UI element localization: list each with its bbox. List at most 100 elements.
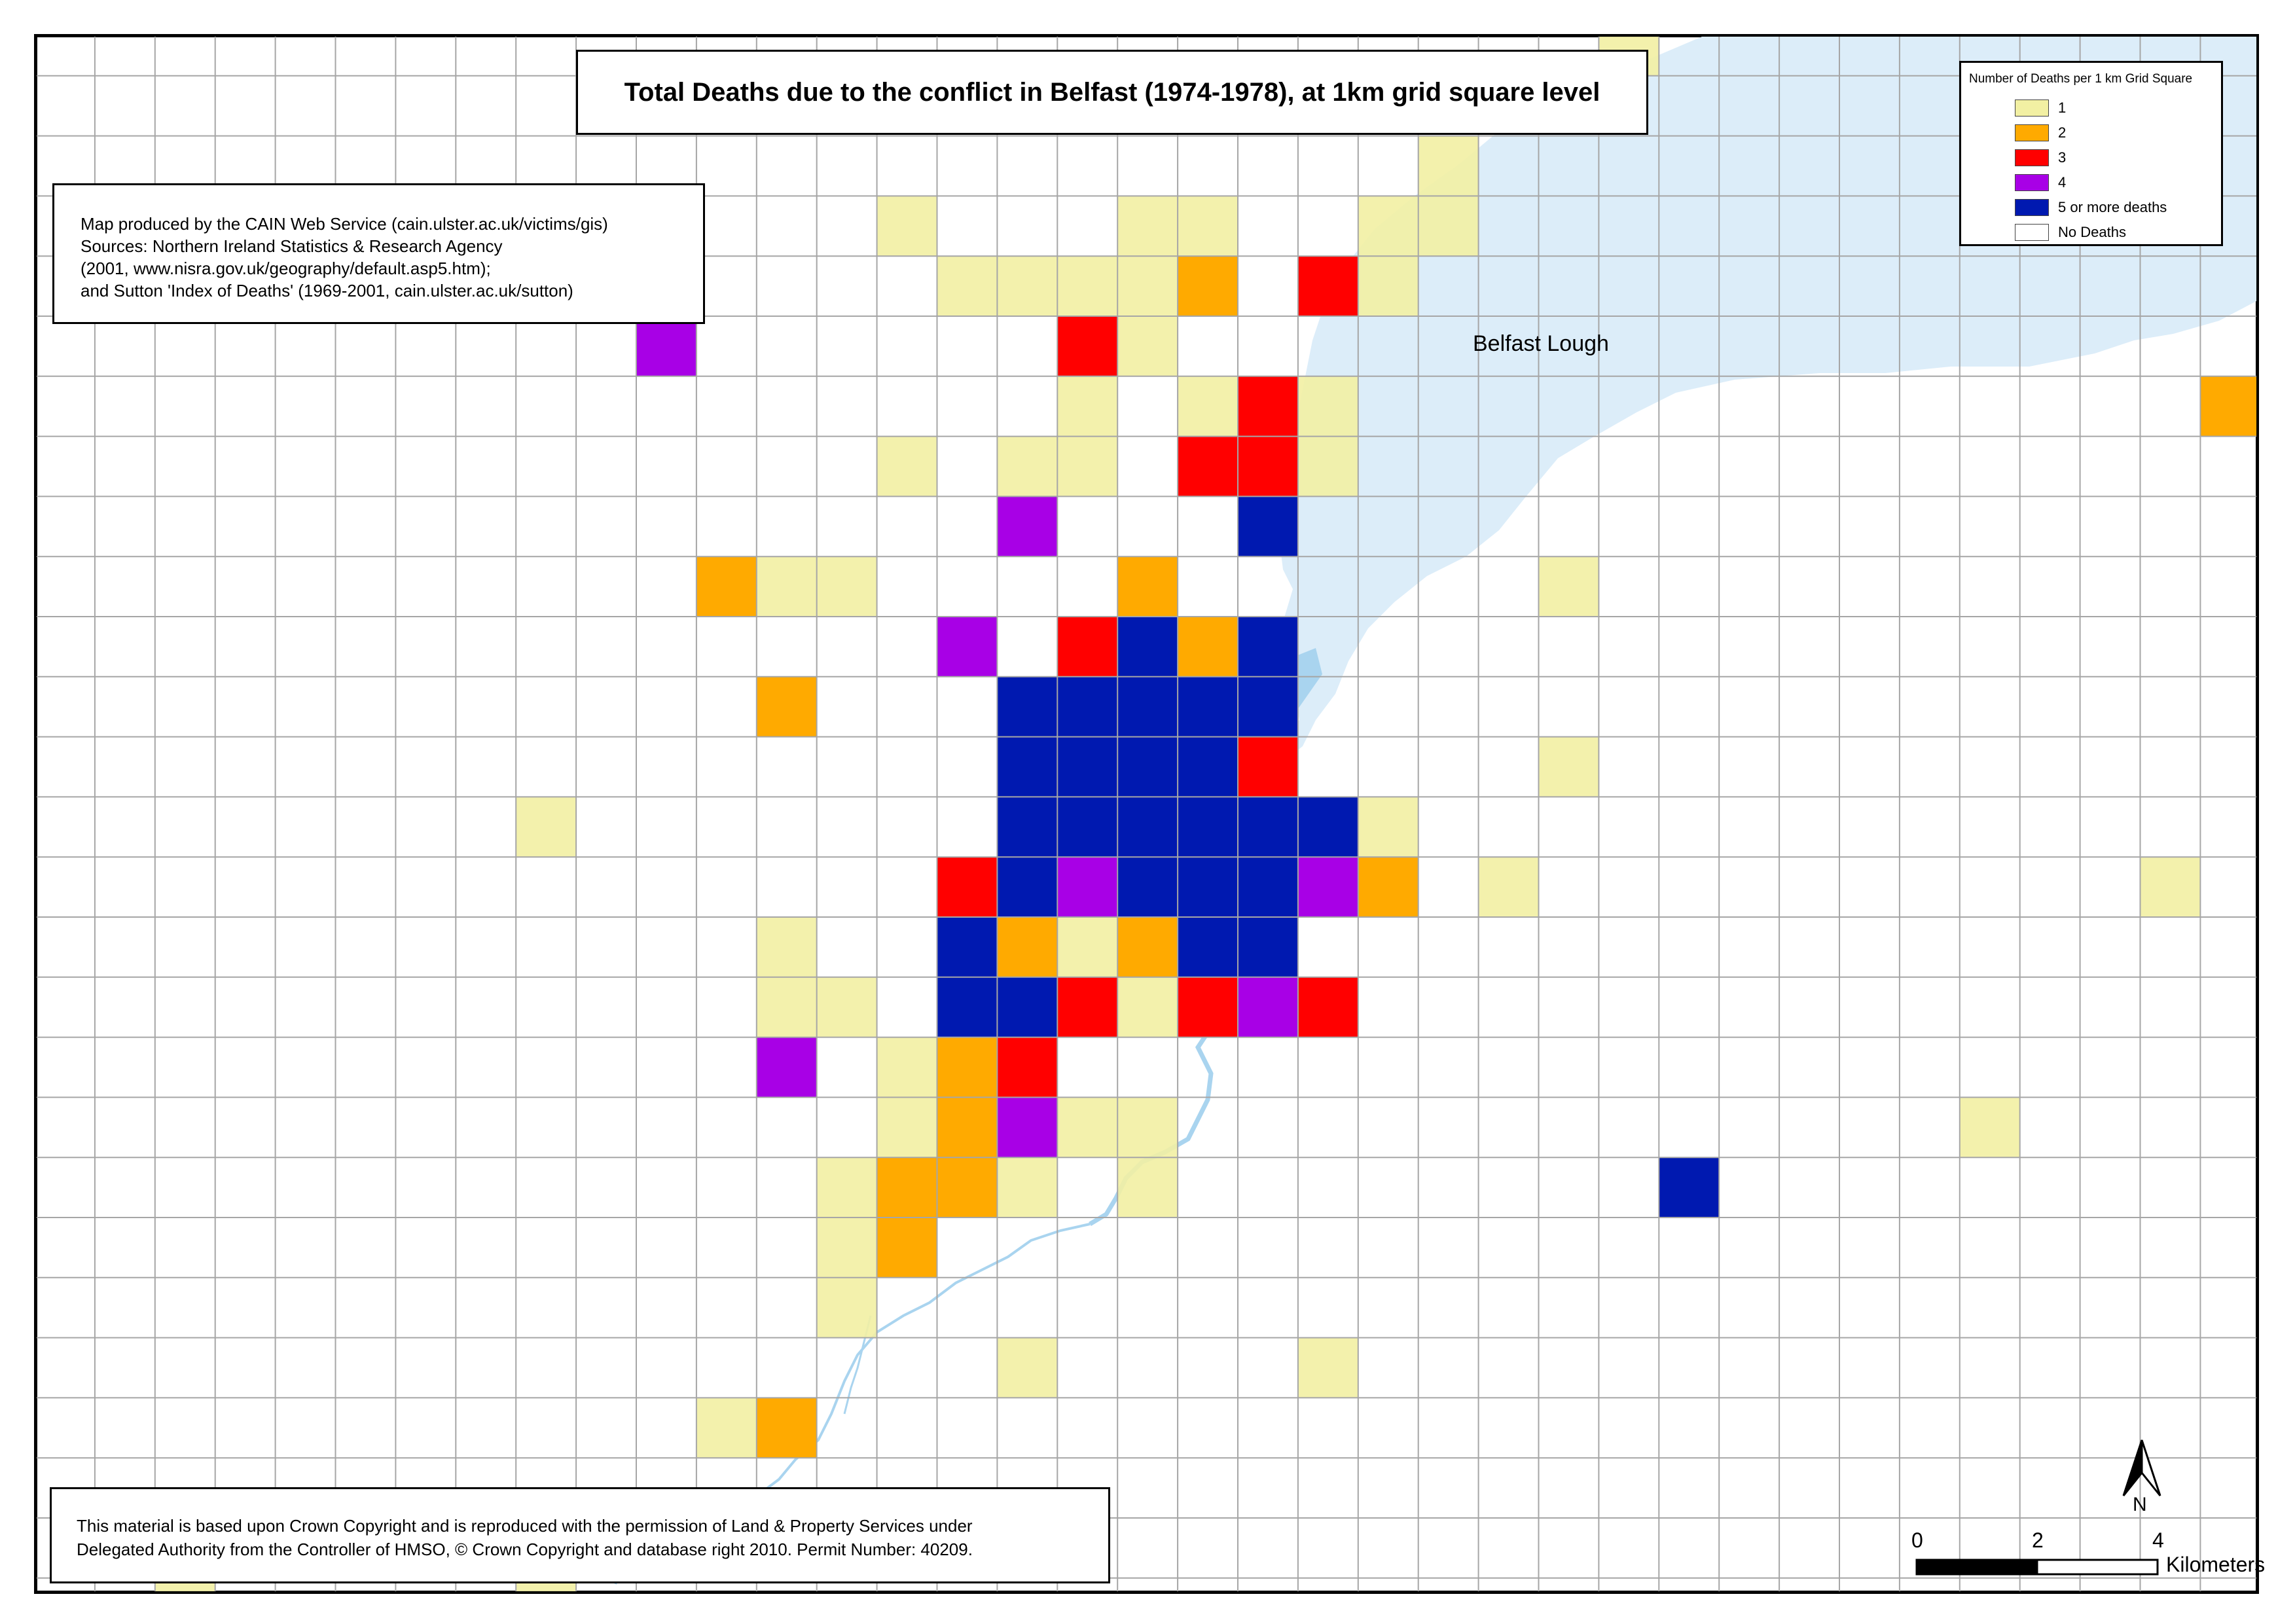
grid-cell-1-deaths	[1538, 556, 1599, 617]
grid-cell-5-plus-deaths	[1178, 917, 1238, 977]
grid-cell-1-deaths	[997, 1157, 1058, 1218]
grid-cell-1-deaths	[816, 556, 877, 617]
legend-title: Number of Deaths per 1 km Grid Square	[1969, 72, 2193, 86]
grid-cell-3-deaths	[1057, 617, 1118, 677]
grid-cell-1-deaths	[1178, 196, 1238, 257]
grid-cell-1-deaths	[1117, 1157, 1178, 1218]
grid-cell-4-deaths	[997, 1097, 1058, 1158]
grid-cell-3-deaths	[1297, 256, 1358, 316]
legend-label: 2	[2058, 124, 2067, 141]
scale-unit-label: Kilometers	[2166, 1553, 2266, 1576]
legend-swatch	[2015, 199, 2049, 216]
credits-line: and Sutton 'Index of Deaths' (1969-2001,…	[81, 281, 573, 300]
grid-cell-5-plus-deaths	[1238, 496, 1298, 557]
grid-cell-2-deaths	[756, 676, 817, 737]
grid-cell-5-plus-deaths	[1117, 857, 1178, 917]
grid-cell-5-plus-deaths	[1238, 797, 1298, 857]
legend-label: 3	[2058, 149, 2067, 166]
grid-cell-3-deaths	[1057, 316, 1118, 376]
grid-cell-1-deaths	[1358, 797, 1419, 857]
grid-cell-1-deaths	[876, 436, 937, 497]
legend-item-2: 2	[2015, 120, 2213, 145]
legend-label: No Deaths	[2058, 224, 2126, 240]
grid-cell-1-deaths	[1057, 436, 1118, 497]
grid-cell-1-deaths	[876, 196, 937, 257]
legend-label: 1	[2058, 99, 2067, 116]
grid-cell-3-deaths	[1178, 436, 1238, 497]
grid-cell-4-deaths	[756, 1037, 817, 1098]
grid-cell-5-plus-deaths	[997, 797, 1058, 857]
credits-line: Sources: Northern Ireland Statistics & R…	[81, 236, 503, 256]
grid-cell-3-deaths	[1297, 977, 1358, 1038]
grid-cell-1-deaths	[2140, 857, 2201, 917]
grid-cell-2-deaths	[937, 1157, 998, 1218]
grid-cell-1-deaths	[997, 256, 1058, 316]
grid-cell-1-deaths	[1358, 196, 1419, 257]
credits-line: Map produced by the CAIN Web Service (ca…	[81, 214, 608, 234]
grid-cell-1-deaths	[1117, 1097, 1178, 1158]
grid-cell-5-plus-deaths	[1178, 676, 1238, 737]
grid-cell-2-deaths	[1358, 857, 1419, 917]
grid-cell-1-deaths	[997, 436, 1058, 497]
grid-cell-5-plus-deaths	[937, 977, 998, 1038]
grid-cell-5-plus-deaths	[1057, 676, 1118, 737]
scale-bar	[1915, 1559, 2159, 1576]
grid-cell-1-deaths	[154, 1578, 215, 1591]
grid-cell-1-deaths	[937, 256, 998, 316]
grid-cell-5-plus-deaths	[1238, 676, 1298, 737]
grid-cell-5-plus-deaths	[937, 917, 998, 977]
grid-cell-1-deaths	[816, 1157, 877, 1218]
grid-cell-5-plus-deaths	[1297, 797, 1358, 857]
grid-cell-5-plus-deaths	[997, 977, 1058, 1038]
grid-cell-4-deaths	[636, 316, 696, 376]
grid-cell-1-deaths	[1297, 1337, 1358, 1398]
legend-panel: Number of Deaths per 1 km Grid Square 1 …	[1959, 61, 2223, 246]
north-arrow-icon	[2122, 1439, 2161, 1496]
credits-line: (2001, www.nisra.gov.uk/geography/defaul…	[81, 259, 491, 278]
legend-item-4: 4	[2015, 170, 2213, 195]
scale-tick-label: 2	[2032, 1528, 2044, 1552]
grid-cell-3-deaths	[1238, 436, 1298, 497]
grid-cell-1-deaths	[1538, 736, 1599, 797]
grid-cell-3-deaths	[1238, 736, 1298, 797]
grid-cell-1-deaths	[1297, 376, 1358, 437]
copyright-line: Delegated Authority from the Controller …	[77, 1540, 973, 1559]
grid-cell-5-plus-deaths	[1057, 797, 1118, 857]
grid-cells	[154, 37, 2256, 1591]
scale-tick-label: 4	[2152, 1528, 2164, 1552]
copyright-line: This material is based upon Crown Copyri…	[77, 1516, 973, 1536]
grid-cell-1-deaths	[997, 1337, 1058, 1398]
grid-cell-1-deaths	[1418, 196, 1479, 257]
grid-cell-2-deaths	[1117, 917, 1178, 977]
grid-cell-2-deaths	[876, 1218, 937, 1278]
grid-cell-5-plus-deaths	[1117, 797, 1178, 857]
grid-cell-1-deaths	[1117, 977, 1178, 1038]
grid-cell-1-deaths	[516, 797, 577, 857]
grid-cell-5-plus-deaths	[1057, 736, 1118, 797]
grid-cell-2-deaths	[937, 1037, 998, 1098]
grid-cell-4-deaths	[1297, 857, 1358, 917]
grid-cell-1-deaths	[816, 1218, 877, 1278]
grid-cell-1-deaths	[876, 1037, 937, 1098]
legend-item-5-plus: 5 or more deaths	[2015, 195, 2213, 220]
legend-swatch	[2015, 224, 2049, 241]
north-label: N	[2133, 1494, 2147, 1515]
grid-cell-1-deaths	[1178, 376, 1238, 437]
legend-item-1: 1	[2015, 96, 2213, 120]
grid-cell-1-deaths	[1297, 436, 1358, 497]
legend-item-no-deaths: No Deaths	[2015, 220, 2213, 245]
grid-cell-2-deaths	[1178, 256, 1238, 316]
grid-cell-1-deaths	[696, 1398, 757, 1458]
grid-cell-1-deaths	[1117, 256, 1178, 316]
grid-cell-1-deaths	[1418, 135, 1479, 196]
legend-label: 5 or more deaths	[2058, 199, 2167, 215]
copyright-panel: This material is based upon Crown Copyri…	[50, 1487, 1110, 1583]
grid-cell-2-deaths	[1117, 556, 1178, 617]
grid-cell-5-plus-deaths	[1238, 917, 1298, 977]
grid-cell-4-deaths	[937, 617, 998, 677]
credits-panel: Map produced by the CAIN Web Service (ca…	[52, 183, 705, 324]
grid-cell-2-deaths	[937, 1097, 998, 1158]
grid-cell-3-deaths	[997, 1037, 1058, 1098]
grid-cell-2-deaths	[1178, 617, 1238, 677]
